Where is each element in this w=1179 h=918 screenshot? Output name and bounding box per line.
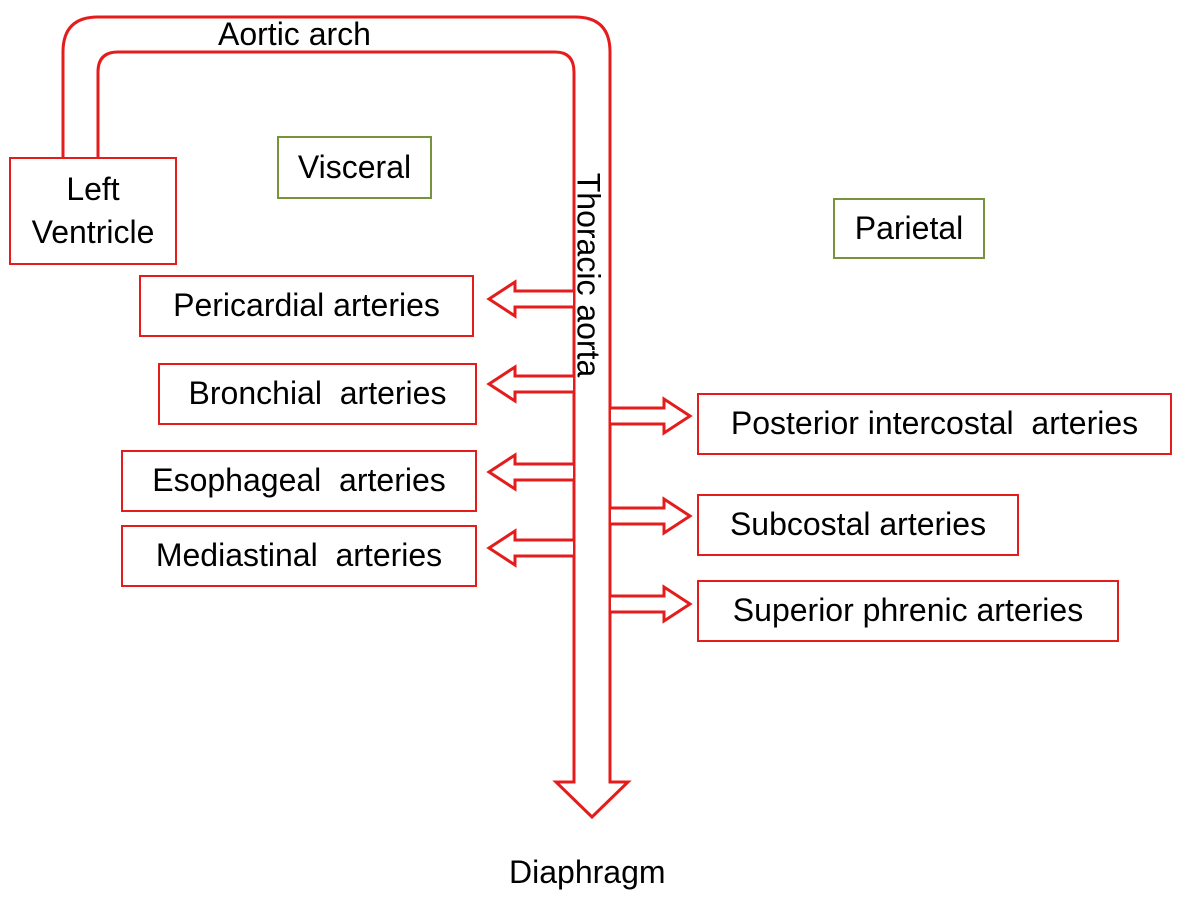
visceral-category-box: Visceral xyxy=(277,136,432,199)
visceral-label: Visceral xyxy=(297,148,412,185)
branch-label: Posterior intercostal arteries xyxy=(730,405,1139,442)
subcostal-arteries-box: Subcostal arteries xyxy=(697,494,1019,556)
branch-label: Superior phrenic arteries xyxy=(732,592,1084,629)
parietal-label: Parietal xyxy=(854,209,964,246)
diaphragm-label: Diaphragm xyxy=(509,854,666,890)
bronchial-arteries-box: Bronchial arteries xyxy=(158,363,477,425)
parietal-category-box: Parietal xyxy=(833,198,985,259)
esophageal-branch-arrow xyxy=(486,452,573,492)
aorta-vessel xyxy=(61,15,632,820)
superior-phrenic-arteries-box: Superior phrenic arteries xyxy=(697,580,1119,642)
branch-label: Esophageal arteries xyxy=(152,462,446,499)
pericardial-arteries-box: Pericardial arteries xyxy=(139,275,474,337)
left-ventricle-box: Left Ventricle xyxy=(9,157,177,265)
bronchial-branch-arrow xyxy=(486,364,573,404)
thoracic-aorta-label: Thoracic aorta xyxy=(570,172,607,378)
branch-label: Mediastinal arteries xyxy=(155,537,443,574)
esophageal-arteries-box: Esophageal arteries xyxy=(121,450,477,512)
left-ventricle-label: Left Ventricle xyxy=(31,170,155,250)
superior-phrenic-branch-arrow xyxy=(611,584,693,624)
mediastinal-branch-arrow xyxy=(486,528,573,568)
posterior-intercostal-branch-arrow xyxy=(611,396,693,436)
branch-label: Bronchial arteries xyxy=(188,375,447,412)
posterior-intercostal-arteries-box: Posterior intercostal arteries xyxy=(697,393,1172,455)
branch-label: Pericardial arteries xyxy=(173,287,440,324)
mediastinal-arteries-box: Mediastinal arteries xyxy=(121,525,477,587)
pericardial-branch-arrow xyxy=(486,279,573,319)
branch-label: Subcostal arteries xyxy=(729,506,987,543)
subcostal-branch-arrow xyxy=(611,496,693,536)
aortic-arch-label: Aortic arch xyxy=(218,16,371,52)
